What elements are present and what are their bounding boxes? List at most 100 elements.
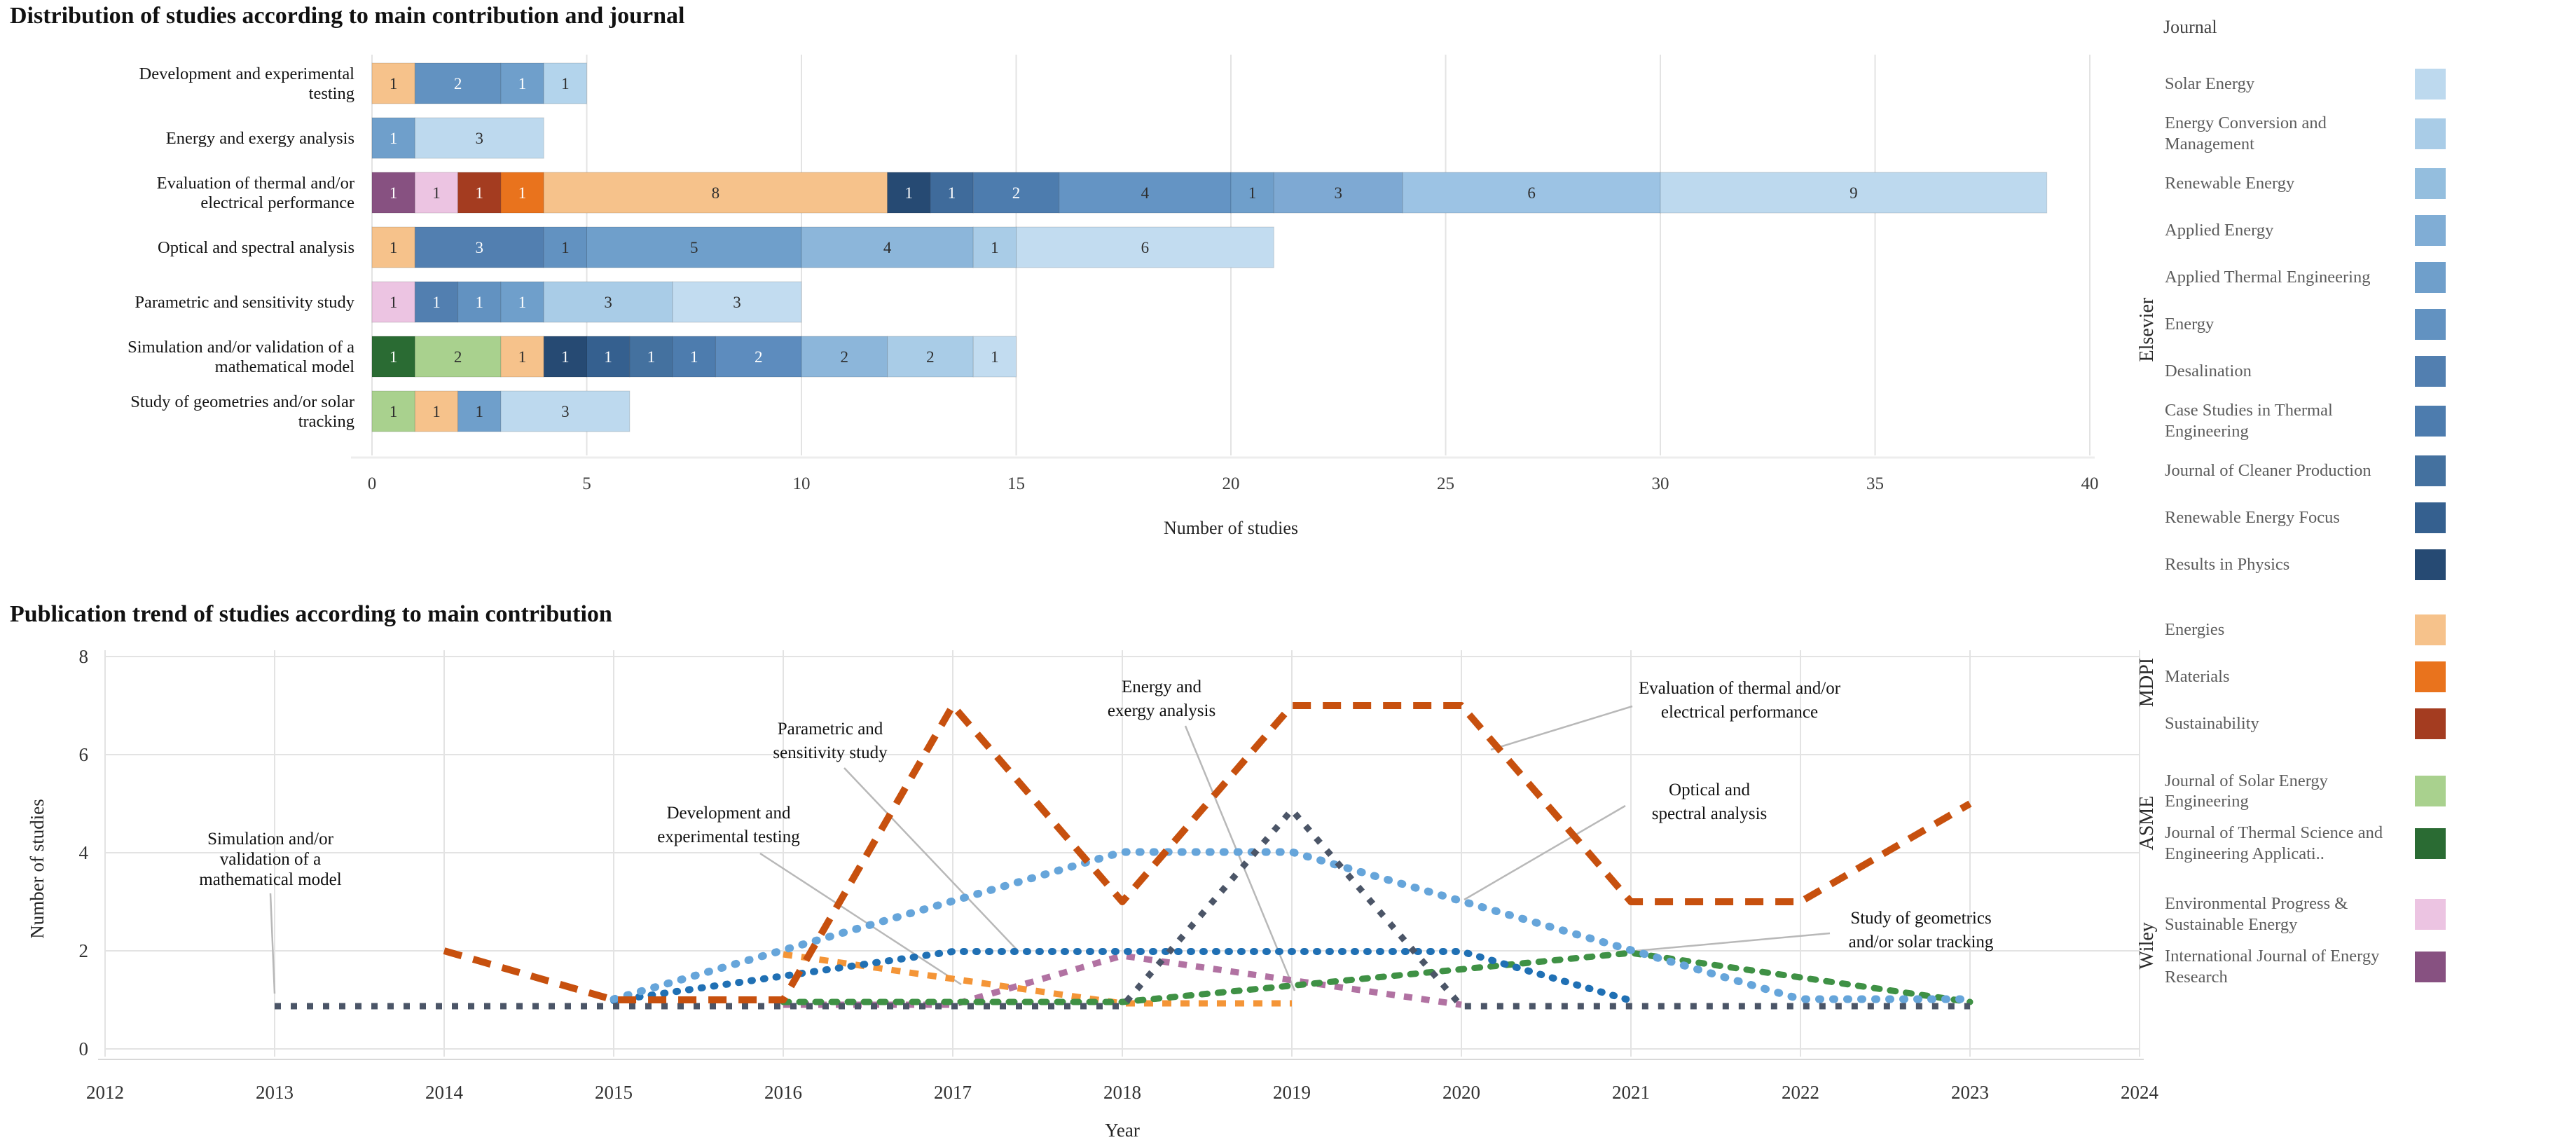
legend-item: International Journal of Energy Research [2165, 946, 2571, 988]
legend-item-name: Applied Energy [2165, 220, 2274, 240]
legend-color-swatch [2415, 261, 2446, 293]
legend-item-name: Materials [2165, 666, 2230, 686]
line-x-tick: 2012 [86, 1082, 124, 1103]
legend-item-name: Solar Energy [2165, 74, 2255, 94]
legend-group-asme: ASME Journal of Solar Energy Engineering J… [2130, 771, 2571, 876]
legend-publisher-label: MDPI [2136, 657, 2158, 707]
annotation-leader [1635, 932, 1831, 952]
bar-segment-value: 1 [561, 239, 570, 256]
bar-x-tick: 10 [793, 474, 811, 493]
bar-row-label: Study of geometries and/or solar tracking [130, 392, 354, 431]
bar-segment-value: 8 [712, 184, 720, 202]
bar-segment-value: 1 [690, 348, 698, 366]
legend-color-swatch [2415, 167, 2446, 199]
annotation-leader [1184, 725, 1296, 991]
bar-segment [1016, 226, 1274, 268]
bar-segment-value: 1 [390, 348, 398, 366]
bar-x-tick: 0 [368, 474, 377, 493]
bar-segment-value: 1 [390, 294, 398, 311]
bar-segment-value: 1 [518, 294, 527, 311]
bar-segment [543, 172, 888, 214]
legend-item-list: Environmental Progress & Sustainable Ene… [2165, 893, 2571, 998]
legend-item: Sustainability [2165, 706, 2571, 742]
legend-item: Desalination [2165, 353, 2571, 390]
bar-segment-value: 2 [454, 348, 462, 366]
legend-color-swatch [2415, 661, 2446, 692]
line-chart: 2012 2013 2014 2015 2016 2017 2018 2019 2020 2021… [27, 646, 2159, 1141]
legend-color-swatch [2415, 308, 2446, 340]
bar-segment [801, 226, 974, 268]
line-annotation: Optical and spectral analysis [1652, 781, 1768, 823]
legend-item: Renewable Energy Focus [2165, 500, 2571, 536]
bar-x-tick: 25 [1437, 474, 1454, 493]
line-x-axis-label: Year [1105, 1120, 1140, 1141]
bar-x-tick: 35 [1866, 474, 1884, 493]
bar-segment [972, 226, 1017, 268]
bar-row: Energy and exergy analysis 1 3 [166, 117, 544, 159]
line-y-tick: 8 [79, 646, 89, 667]
bar-row-label: Simulation and/or validation of a mathema… [128, 338, 354, 376]
bar-segment-value: 1 [518, 348, 527, 366]
legend-item: Journal of Solar Energy Engineering [2165, 771, 2571, 813]
line-chart-title: Publication trend of studies according t… [10, 601, 612, 627]
legend-item: Journal of Thermal Science and Engineeri… [2165, 823, 2571, 865]
legend-publisher-label: Wiley [2136, 922, 2158, 970]
line-y-axis-label: Number of studies [27, 799, 48, 938]
bar-x-tick: 30 [1652, 474, 1669, 493]
bar-segment [930, 172, 974, 214]
bar-x-axis-label: Number of studies [1164, 518, 1298, 538]
legend-item-list: Journal of Solar Energy Engineering Journ… [2165, 771, 2571, 876]
line-annotation: Energy and exergy analysis [1108, 678, 1215, 720]
legend-color-swatch [2415, 898, 2446, 930]
legend-item-list: Energies Materials Sustainability [2165, 612, 2571, 753]
legend-item: Energies [2165, 612, 2571, 648]
line-series [780, 949, 1974, 1005]
bar-chart-title: Distribution of studies according to mai… [10, 3, 685, 29]
bar-segment-value: 3 [476, 130, 484, 147]
bar-segment [672, 336, 716, 378]
line-annotation: Development and experimental testing [657, 804, 800, 846]
bar-segment-value: 1 [390, 75, 398, 92]
bar-segment-value: 5 [690, 239, 698, 256]
bar-segment-value: 1 [476, 294, 484, 311]
bar-segment-value: 1 [561, 75, 570, 92]
bar-segment [371, 226, 415, 268]
bar-segment-value: 2 [1012, 184, 1021, 202]
legend-item-name: Desalination [2165, 361, 2252, 380]
bar-segment-value: 1 [518, 184, 527, 202]
bar-segment-value: 1 [390, 184, 398, 202]
line-x-tick: 2024 [2121, 1082, 2159, 1103]
legend-item-list: Solar Energy Energy Conversion and Manage… [2165, 66, 2571, 593]
bar-segment [457, 390, 502, 432]
line-x-tick: 2019 [1273, 1082, 1311, 1103]
bar-segment-value: 1 [604, 348, 612, 366]
line-x-tick: 2013 [256, 1082, 294, 1103]
bar-row-label: Parametric and sensitivity study [135, 293, 354, 312]
legend-color-swatch [2415, 708, 2446, 739]
legend-item-name: Energies [2165, 619, 2225, 639]
legend-publisher-label: Elsevier [2136, 297, 2158, 362]
line-x-tick: 2018 [1103, 1082, 1141, 1103]
line-series [609, 848, 1974, 1003]
legend-color-swatch [2415, 455, 2446, 486]
bar-segment [543, 62, 588, 104]
bar-row: Study of geometries and/or solar tracking… [130, 390, 631, 432]
legend-color-swatch [2415, 776, 2446, 807]
line-x-tick: 2016 [764, 1082, 802, 1103]
legend-color-swatch [2415, 214, 2446, 246]
bar-row-label: Development and experimental testing [139, 64, 355, 103]
legend-item-name: Environmental Progress & Sustainable Ene… [2165, 894, 2348, 934]
bar-segment [629, 336, 673, 378]
bar-row-label: Evaluation of thermal and/or electrical p… [157, 174, 354, 212]
legend-item-name: Applied Thermal Engineering [2165, 267, 2371, 287]
bar-row: Parametric and sensitivity study 1 1 1 1 3 3 [135, 281, 802, 323]
legend-item-name: Case Studies in Thermal Engineering [2165, 400, 2333, 441]
legend-item-name: Renewable Energy [2165, 173, 2295, 193]
line-x-tick: 2021 [1612, 1082, 1650, 1103]
legend-color-swatch [2415, 828, 2446, 860]
bar-segment [887, 336, 974, 378]
legend-color-swatch [2415, 69, 2446, 99]
legend-item: Applied Energy [2165, 212, 2571, 249]
bar-segment-value: 1 [390, 239, 398, 256]
